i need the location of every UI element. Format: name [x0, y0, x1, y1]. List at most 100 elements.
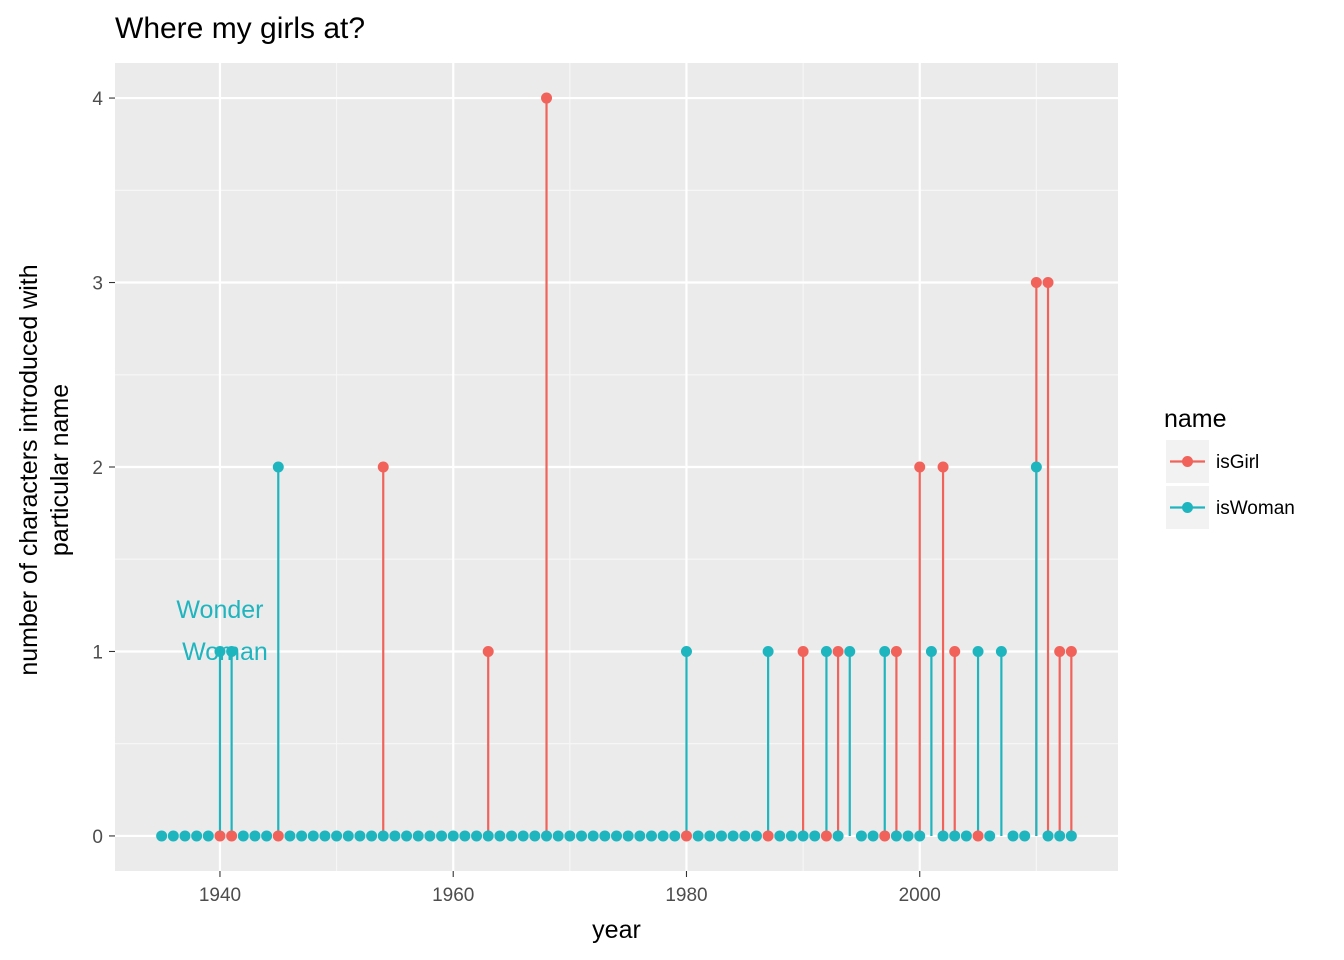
y-tick-label: 3	[92, 274, 103, 295]
isWoman-point	[494, 830, 506, 842]
isWoman-point	[774, 830, 786, 842]
isGirl-point	[937, 461, 949, 473]
isGirl-point	[879, 830, 891, 842]
isWoman-point	[156, 830, 168, 842]
isWoman-point	[960, 830, 972, 842]
isWoman-point	[541, 830, 553, 842]
isWoman-point	[785, 830, 797, 842]
chart-title: Where my girls at?	[115, 12, 365, 45]
annotation-line-2: Woman	[182, 638, 268, 666]
isWoman-point	[249, 830, 261, 842]
isWoman-point	[167, 830, 179, 842]
isWoman-point	[459, 830, 471, 842]
isGirl-point	[541, 92, 553, 104]
legend-label-isWoman: isWoman	[1216, 498, 1295, 519]
isWoman-point	[354, 830, 366, 842]
isWoman-point	[587, 830, 599, 842]
isWoman-point	[226, 645, 238, 657]
legend: name isGirl isWoman	[1164, 405, 1295, 529]
isWoman-point	[727, 830, 739, 842]
isWoman-point	[307, 830, 319, 842]
y-axis-title-line-1: number of characters introduced with	[15, 264, 43, 675]
isWoman-point	[972, 645, 984, 657]
y-axis-title-line-2: particular name	[46, 384, 74, 556]
isWoman-point	[261, 830, 273, 842]
isWoman-point	[879, 645, 891, 657]
isGirl-point	[680, 830, 692, 842]
isWoman-point	[436, 830, 448, 842]
isGirl-point	[1065, 645, 1077, 657]
isWoman-point	[832, 830, 844, 842]
x-tick-label: 1960	[432, 885, 474, 906]
isWoman-point	[1019, 830, 1031, 842]
isWoman-point	[401, 830, 413, 842]
isWoman-point	[634, 830, 646, 842]
isWoman-point	[342, 830, 354, 842]
y-tick-label: 0	[92, 827, 103, 848]
isWoman-point	[366, 830, 378, 842]
series-stems	[218, 98, 1073, 836]
legend-title: name	[1164, 405, 1227, 433]
isWoman-point	[715, 830, 727, 842]
isWoman-point	[331, 830, 343, 842]
isWoman-point	[377, 830, 389, 842]
isGirl-point	[214, 830, 226, 842]
isWoman-point	[680, 645, 692, 657]
isWoman-point	[1054, 830, 1066, 842]
annotation-line-1: Wonder	[176, 596, 263, 624]
isWoman-point	[424, 830, 436, 842]
isWoman-point	[202, 830, 214, 842]
isGirl-point	[832, 645, 844, 657]
isWoman-point	[890, 830, 902, 842]
isWoman-point	[925, 645, 937, 657]
isWoman-point	[820, 645, 832, 657]
isGirl-point	[482, 645, 494, 657]
isGirl-point	[762, 830, 774, 842]
isWoman-point	[622, 830, 634, 842]
x-axis: 1940 1960 1980 2000	[199, 871, 941, 906]
isWoman-point	[844, 645, 856, 657]
isWoman-point	[482, 830, 494, 842]
y-tick-label: 1	[92, 642, 103, 663]
isWoman-point	[949, 830, 961, 842]
isWoman-point	[809, 830, 821, 842]
isWoman-point	[855, 830, 867, 842]
isWoman-point	[179, 830, 191, 842]
isWoman-point	[471, 830, 483, 842]
isWoman-point	[284, 830, 296, 842]
isGirl-point	[972, 830, 984, 842]
isWoman-point	[937, 830, 949, 842]
isWoman-point	[797, 830, 809, 842]
series-points	[156, 92, 1077, 842]
isWoman-point	[645, 830, 657, 842]
annotation: Wonder Woman	[176, 596, 267, 666]
isWoman-point	[984, 830, 996, 842]
y-axis: 0 1 2 3 4	[92, 89, 115, 848]
x-tick-label: 1940	[199, 885, 241, 906]
isGirl-point	[797, 645, 809, 657]
isWoman-point	[867, 830, 879, 842]
y-tick-label: 4	[92, 89, 103, 110]
x-tick-label: 2000	[899, 885, 941, 906]
isGirl-point	[914, 461, 926, 473]
isWoman-point	[517, 830, 529, 842]
isGirl-point	[272, 830, 284, 842]
isWoman-point	[506, 830, 518, 842]
isWoman-point	[739, 830, 751, 842]
isWoman-point	[576, 830, 588, 842]
isWoman-point	[296, 830, 308, 842]
isWoman-point	[564, 830, 576, 842]
isWoman-point	[1042, 830, 1054, 842]
x-tick-label: 1980	[665, 885, 707, 906]
x-axis-title: year	[592, 916, 641, 944]
isGirl-point	[1042, 277, 1054, 289]
legend-point-isGirl	[1182, 456, 1193, 467]
isWoman-point	[611, 830, 622, 842]
isGirl-point	[949, 645, 961, 657]
isWoman-point	[272, 461, 284, 473]
isGirl-point	[890, 645, 902, 657]
isGirl-point	[1054, 645, 1066, 657]
isWoman-point	[704, 830, 716, 842]
isWoman-point	[214, 645, 226, 657]
